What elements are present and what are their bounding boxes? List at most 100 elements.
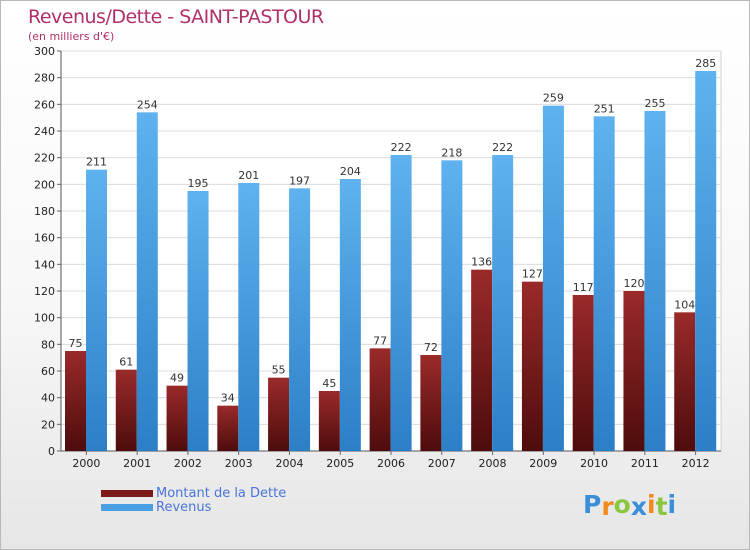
data-label-dette: 117 <box>573 281 594 294</box>
bar-revenus <box>441 160 463 452</box>
bar-revenus <box>644 111 666 451</box>
y-tick-label: 100 <box>34 312 55 325</box>
data-label-revenus: 218 <box>441 146 462 159</box>
y-tick-label: 80 <box>41 338 55 351</box>
y-tick-label: 40 <box>41 392 55 405</box>
bar-revenus <box>86 169 107 451</box>
data-label-dette: 55 <box>272 364 286 377</box>
y-tick-label: 200 <box>34 178 55 191</box>
data-label-revenus: 222 <box>492 141 513 154</box>
data-label-dette: 34 <box>221 392 235 405</box>
bar-revenus <box>136 112 158 451</box>
data-label-dette: 136 <box>471 256 492 269</box>
x-tick-label: 2001 <box>123 457 151 470</box>
bar-revenus <box>593 116 615 451</box>
data-label-revenus: 195 <box>188 177 209 190</box>
bar-dette <box>623 291 645 451</box>
x-tick-label: 2000 <box>72 457 100 470</box>
x-tick-label: 2004 <box>275 457 303 470</box>
legend-swatch-revenus <box>101 504 153 511</box>
y-tick-label: 260 <box>34 98 55 111</box>
y-tick-label: 180 <box>34 205 55 218</box>
bar-dette <box>268 377 290 451</box>
legend: Montant de la Dette Revenus <box>101 486 401 515</box>
legend-item-dette: Montant de la Dette <box>101 486 401 501</box>
x-tick-label: 2003 <box>225 457 253 470</box>
x-tick-label: 2006 <box>377 457 405 470</box>
legend-item-revenus: Revenus <box>101 500 401 515</box>
data-label-dette: 120 <box>623 277 644 290</box>
data-label-dette: 45 <box>322 377 336 390</box>
bar-revenus <box>238 183 260 451</box>
data-label-dette: 72 <box>424 341 438 354</box>
bar-revenus <box>187 191 209 451</box>
bar-dette <box>369 348 391 451</box>
data-label-revenus: 255 <box>644 97 665 110</box>
bar-revenus <box>289 188 311 452</box>
x-tick-label: 2007 <box>428 457 456 470</box>
y-tick-label: 220 <box>34 152 55 165</box>
y-tick-label: 120 <box>34 285 55 298</box>
data-label-dette: 75 <box>69 337 83 350</box>
chart-title: Revenus/Dette - SAINT-PASTOUR <box>28 6 324 28</box>
legend-label-revenus: Revenus <box>156 500 212 515</box>
bar-dette <box>674 312 696 451</box>
bar-dette <box>65 351 86 451</box>
data-label-revenus: 285 <box>695 57 716 70</box>
bar-revenus <box>390 155 412 451</box>
x-tick-label: 2009 <box>529 457 557 470</box>
data-label-dette: 77 <box>373 334 387 347</box>
legend-label-dette: Montant de la Dette <box>156 486 287 501</box>
bar-dette <box>318 391 340 451</box>
bar-dette <box>521 281 543 451</box>
y-tick-label: 240 <box>34 125 55 138</box>
logo-letter: x <box>630 492 647 521</box>
data-label-revenus: 254 <box>137 98 158 111</box>
y-tick-label: 140 <box>34 258 55 271</box>
bar-dette <box>115 369 137 451</box>
chart-subtitle: (en milliers d'€) <box>28 30 115 43</box>
data-label-revenus: 259 <box>543 92 564 105</box>
y-tick-label: 300 <box>34 45 55 58</box>
logo-letter: t <box>655 492 668 521</box>
logo-letter: i <box>667 490 677 519</box>
x-tick-label: 2002 <box>174 457 202 470</box>
data-label-revenus: 211 <box>86 156 107 169</box>
data-label-revenus: 197 <box>289 174 310 187</box>
proxiti-logo: Proxiti <box>583 490 677 521</box>
data-label-dette: 104 <box>674 298 695 311</box>
bar-dette <box>420 355 442 451</box>
data-label-revenus: 222 <box>391 141 412 154</box>
y-tick-label: 60 <box>41 365 55 378</box>
bar-dette <box>572 295 594 451</box>
bar-dette <box>217 405 239 451</box>
y-tick-label: 20 <box>41 418 55 431</box>
x-tick-label: 2005 <box>326 457 354 470</box>
data-label-revenus: 201 <box>238 169 259 182</box>
y-tick-label: 0 <box>48 445 55 458</box>
logo-letter: P <box>583 490 602 519</box>
x-tick-label: 2011 <box>631 457 659 470</box>
y-tick-label: 280 <box>34 72 55 85</box>
x-tick-label: 2010 <box>580 457 608 470</box>
bar-dette <box>471 269 493 451</box>
x-tick-label: 2008 <box>479 457 507 470</box>
data-label-dette: 127 <box>522 268 543 281</box>
bar-revenus <box>339 179 361 451</box>
logo-letter: o <box>613 490 631 519</box>
bar-revenus <box>492 155 514 451</box>
data-label-revenus: 251 <box>594 102 615 115</box>
data-label-revenus: 204 <box>340 165 361 178</box>
logo-letter: r <box>601 492 614 521</box>
data-label-dette: 61 <box>119 356 133 369</box>
y-tick-label: 160 <box>34 232 55 245</box>
x-tick-label: 2012 <box>682 457 710 470</box>
bar-dette <box>166 385 188 451</box>
logo-letter: i <box>647 490 656 519</box>
data-label-dette: 49 <box>170 372 184 385</box>
bar-revenus <box>542 105 564 452</box>
legend-swatch-dette <box>101 490 153 497</box>
bar-revenus <box>695 71 717 451</box>
